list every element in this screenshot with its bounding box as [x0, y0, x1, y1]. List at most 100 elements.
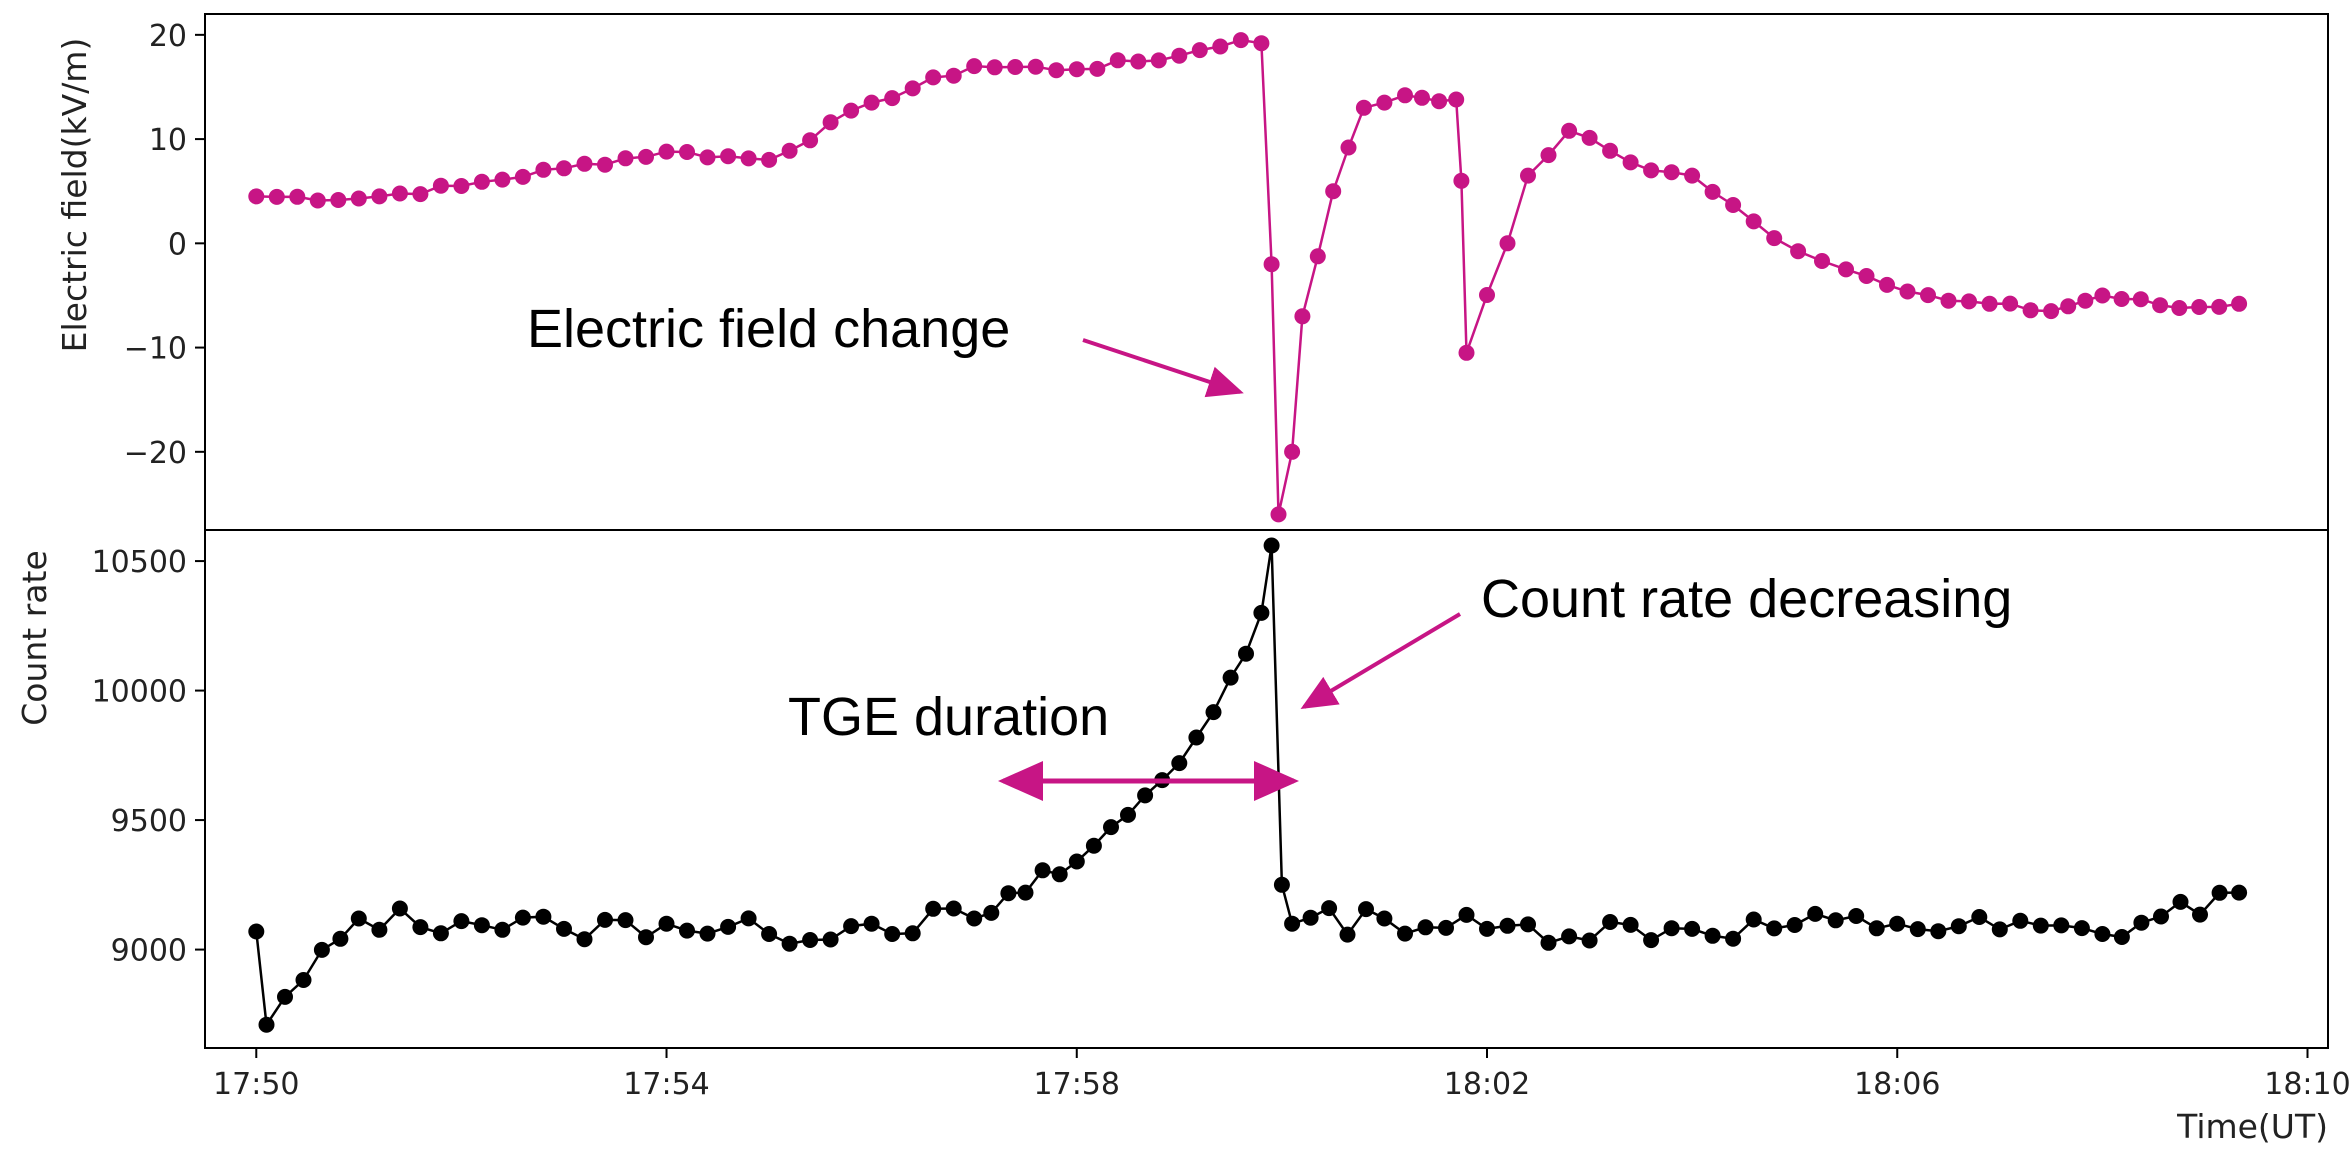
data-point [1838, 261, 1854, 278]
data-point [617, 912, 634, 929]
plot-frame [204, 13, 2329, 1049]
data-point [1899, 283, 1916, 300]
data-point [904, 80, 921, 97]
count-rate-decreasing-annotation: Count rate decreasing [1481, 569, 2012, 629]
data-point [1397, 925, 1413, 942]
data-point [1858, 268, 1875, 284]
y-tick-label: −20 [124, 436, 187, 471]
data-point [1253, 35, 1270, 52]
electric-field-change-annotation: Electric field change [527, 299, 1010, 359]
data-point [822, 931, 839, 948]
data-point [1581, 932, 1598, 949]
data-point [1520, 916, 1536, 933]
data-point [2211, 884, 2228, 901]
data-point [843, 102, 860, 119]
data-point [2231, 884, 2248, 901]
x-tick-label: 18:10 [2264, 1067, 2350, 1102]
data-point [1540, 934, 1557, 951]
data-point [535, 908, 552, 925]
data-point [1561, 122, 1578, 139]
data-point [1745, 911, 1762, 928]
data-point [1971, 909, 1988, 925]
x-tick-label: 17:50 [213, 1067, 299, 1102]
y-tick-label: 10500 [92, 545, 187, 580]
data-point [1622, 916, 1639, 933]
data-point [1889, 915, 1906, 932]
data-point [1786, 917, 1803, 933]
data-point [597, 911, 613, 928]
data-point [740, 150, 757, 167]
data-point [720, 918, 737, 935]
data-point [1581, 129, 1598, 146]
data-point [2032, 917, 2049, 934]
data-point [1358, 901, 1374, 918]
data-point [1448, 91, 1465, 108]
y-tick-label: 9500 [111, 804, 187, 839]
data-point [1520, 167, 1536, 184]
data-point [432, 177, 449, 194]
count-rate-series [248, 537, 2248, 1033]
data-point [1376, 910, 1393, 927]
data-point [2171, 300, 2188, 316]
data-point [1950, 918, 1967, 935]
data-point [925, 69, 942, 86]
data-point [494, 921, 511, 938]
y-tick-label: −10 [124, 332, 187, 367]
data-point [2132, 291, 2149, 308]
data-point [514, 909, 531, 926]
data-point [248, 923, 265, 940]
data-point [2077, 292, 2094, 309]
data-point [1340, 139, 1357, 156]
data-point [1103, 819, 1119, 836]
data-point [2043, 303, 2060, 320]
data-point [1602, 914, 1619, 930]
data-point [1704, 927, 1721, 944]
data-point [1663, 920, 1680, 937]
data-point [1089, 60, 1106, 77]
data-point [884, 90, 901, 107]
data-point [781, 142, 798, 159]
x-tick-label: 18:02 [1444, 1067, 1530, 1102]
data-point [925, 900, 942, 917]
data-point [1397, 87, 1413, 104]
data-point [1622, 154, 1639, 171]
data-point [1150, 52, 1167, 69]
data-point [1981, 295, 1998, 312]
data-point [2022, 302, 2039, 319]
data-point [1940, 292, 1957, 309]
data-point [332, 930, 349, 947]
data-point [1109, 52, 1126, 69]
data-point [412, 186, 429, 203]
data-point [1253, 604, 1270, 621]
data-point [1868, 920, 1885, 937]
data-point [597, 156, 613, 173]
data-point [1909, 921, 1926, 938]
data-point [2113, 291, 2130, 307]
data-point [1814, 253, 1830, 269]
data-point [2211, 298, 2228, 315]
data-point [556, 920, 572, 937]
data-point [1745, 213, 1762, 230]
data-point [1232, 32, 1249, 49]
data-point [391, 185, 408, 202]
x-tick-label: 18:06 [1854, 1067, 1940, 1102]
data-point [1961, 293, 1977, 310]
data-point [1302, 909, 1319, 926]
data-point [1684, 920, 1701, 937]
count-decreasing-arrow [1300, 612, 1462, 710]
data-point [617, 150, 634, 167]
data-point [1376, 94, 1393, 111]
data-point [268, 188, 285, 205]
data-point [1414, 89, 1430, 106]
data-point [277, 988, 293, 1005]
data-point [1766, 920, 1783, 937]
data-point [1725, 930, 1742, 947]
data-point [2192, 906, 2208, 923]
data-point [1068, 61, 1085, 78]
data-point [2191, 299, 2208, 315]
data-point [1725, 197, 1742, 213]
data-point [781, 935, 798, 952]
data-point [699, 925, 716, 942]
data-point [1270, 506, 1287, 523]
